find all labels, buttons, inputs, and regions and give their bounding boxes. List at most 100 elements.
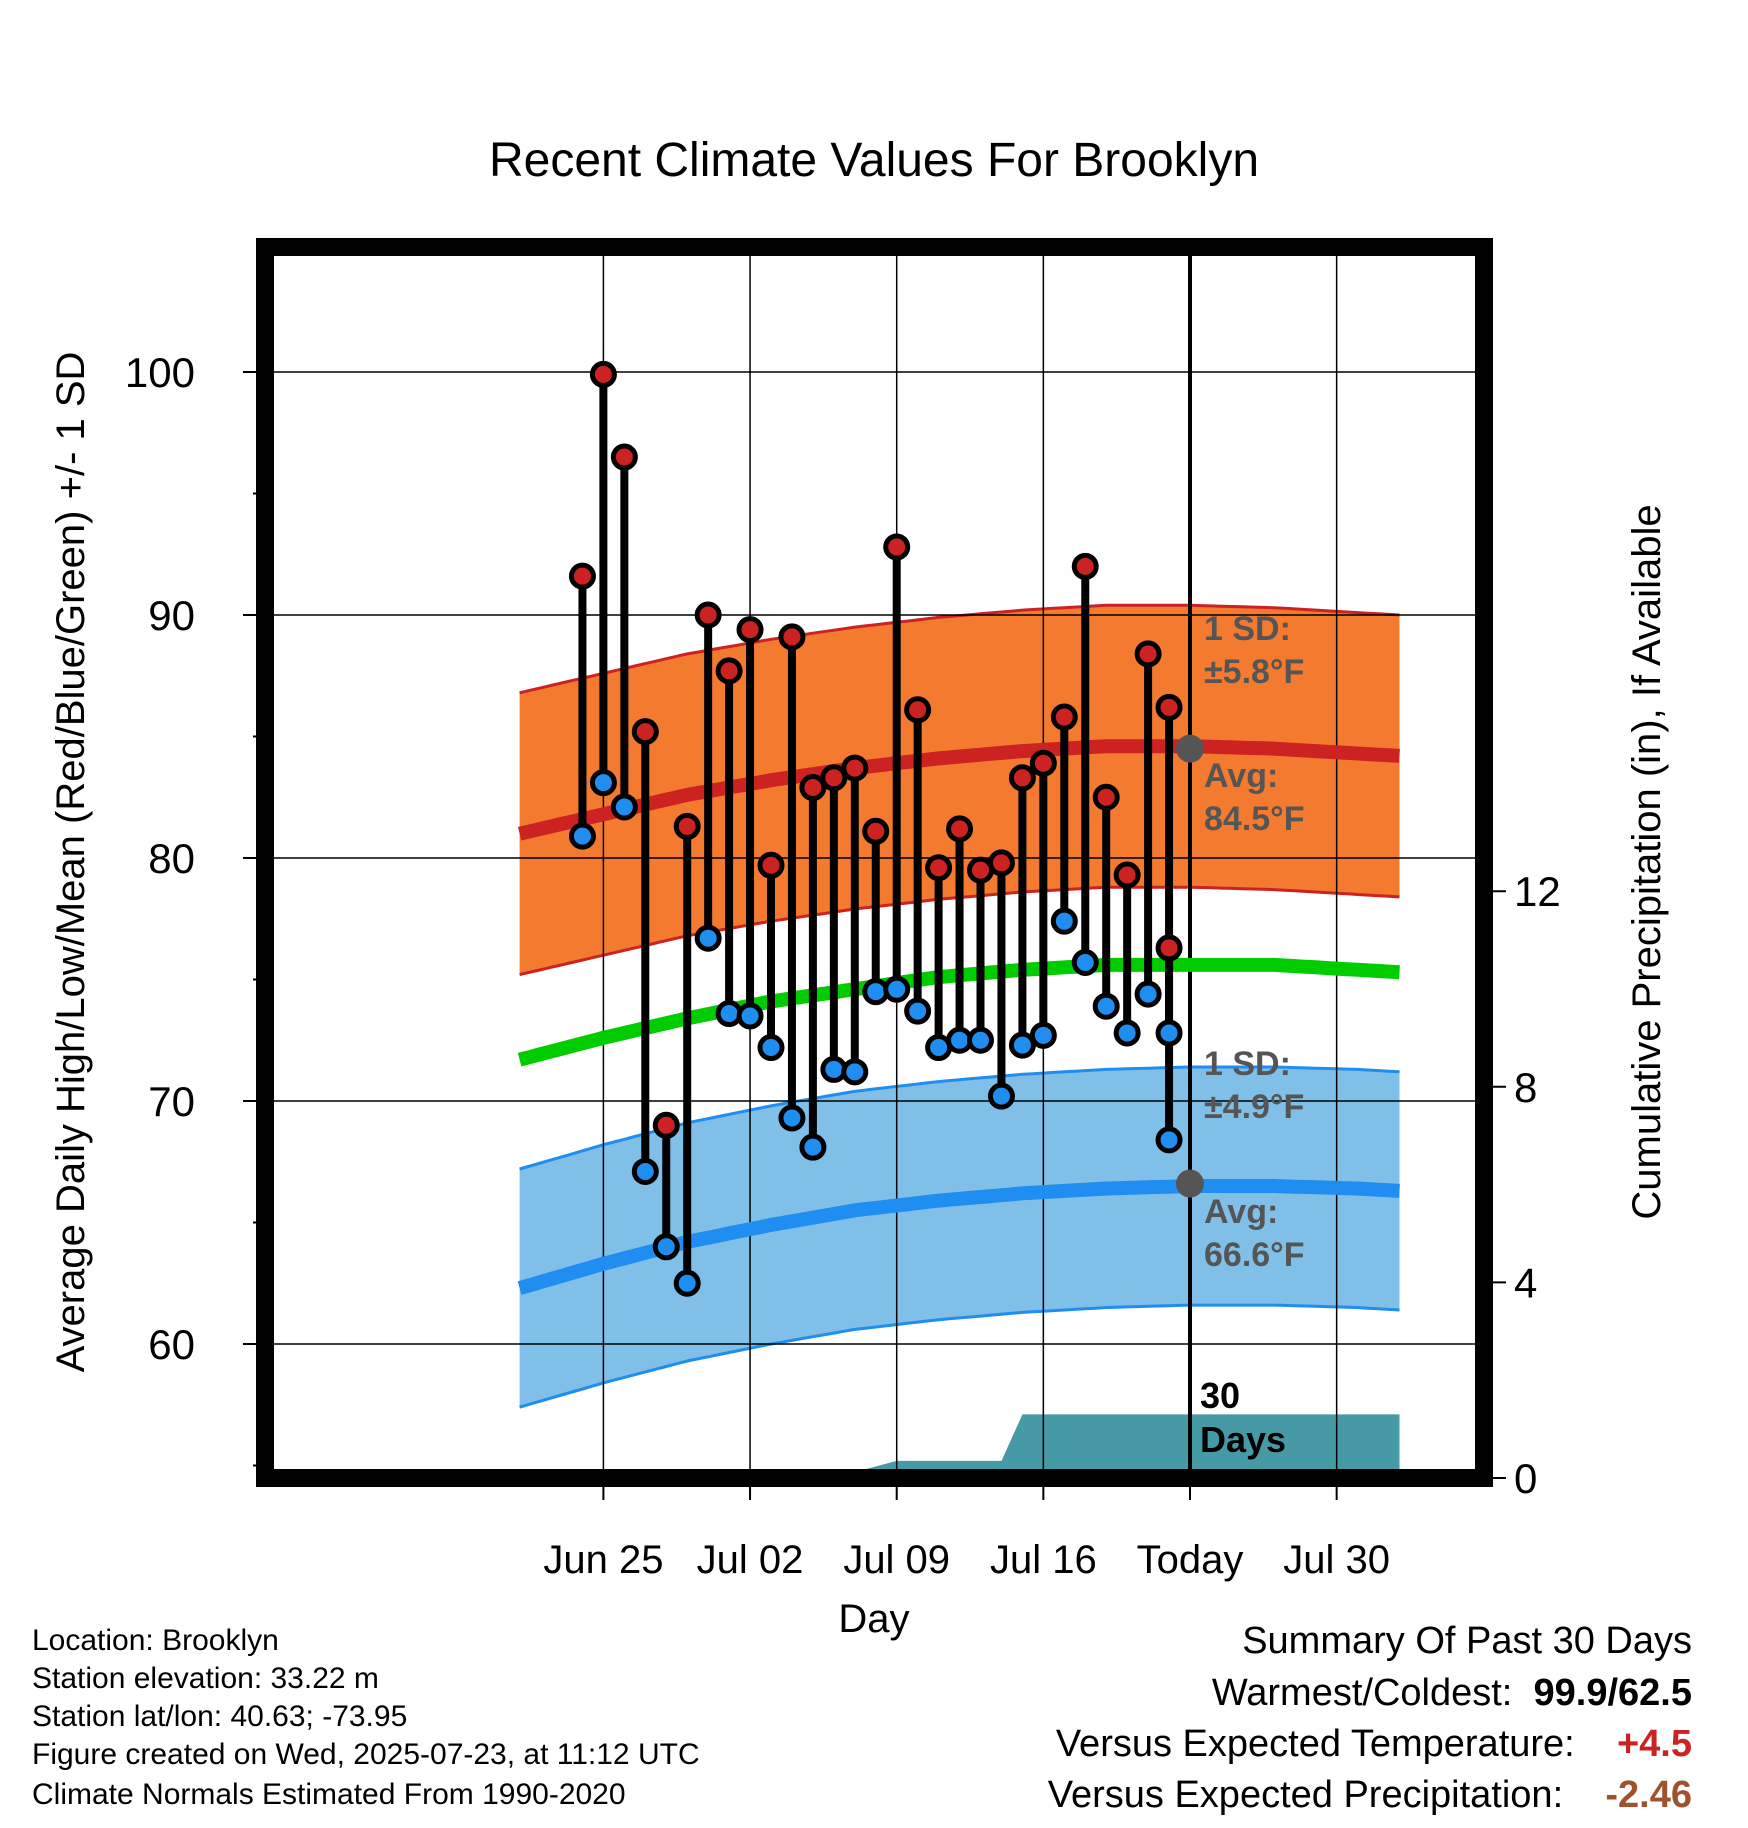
daily-low-point: [1050, 907, 1078, 935]
high-avg-label: Avg:: [1204, 757, 1278, 795]
climate-normals-note: Climate Normals Estimated From 1990-2020: [32, 1778, 626, 1811]
low-avg-value: 66.6°F: [1204, 1236, 1305, 1274]
daily-low-point: [987, 1082, 1015, 1110]
temp-value: +4.5: [1616, 1723, 1692, 1765]
high-avg-value: 84.5°F: [1204, 800, 1305, 838]
daily-high-point: [589, 360, 617, 388]
normal-high-line: [518, 739, 1400, 841]
today-high-avg-marker: [1176, 734, 1204, 763]
daily-high-point: [631, 718, 659, 746]
daily-high-point: [1029, 749, 1057, 777]
station-latlon: Station lat/lon: 40.63; -73.95: [32, 1700, 408, 1733]
daily-high-point: [694, 601, 722, 629]
y2-tick-label: 0: [1514, 1455, 1537, 1502]
daily-low-point: [610, 793, 638, 821]
low-sd-label: 1 SD:: [1204, 1045, 1291, 1083]
daily-high-point: [841, 754, 869, 782]
y-tick-label: 90: [148, 592, 195, 639]
daily-low-point: [1008, 1031, 1036, 1059]
daily-low-point: [967, 1026, 994, 1054]
daily-high-point: [652, 1111, 680, 1139]
daily-low-point: [1134, 980, 1162, 1008]
daily-high-point: [1008, 764, 1036, 792]
daily-high-point: [987, 849, 1015, 877]
temp-label: Versus Expected Temperature:: [1055, 1723, 1575, 1765]
daily-high-point: [673, 812, 701, 840]
y-tick-label: 80: [148, 835, 195, 882]
y2-tick-label: 12: [1514, 868, 1561, 915]
x-tick-label: Jul 16: [990, 1538, 1097, 1582]
precip-days-number: 30: [1200, 1375, 1240, 1416]
daily-low-point: [883, 975, 911, 1003]
daily-low-point: [841, 1058, 869, 1086]
daily-high-point: [1113, 861, 1141, 889]
x-tick-label: Jun 25: [543, 1538, 663, 1582]
daily-high-point: [862, 817, 890, 845]
summary-precipitation: Versus Expected Precipitation: -2.46: [1048, 1770, 1692, 1821]
daily-high-point: [610, 443, 638, 471]
x-tick-label: Jul 09: [843, 1538, 950, 1582]
daily-high-point: [1155, 934, 1183, 962]
daily-low-point: [736, 1002, 764, 1030]
daily-high-point: [1071, 552, 1099, 580]
daily-high-point: [1050, 703, 1078, 731]
daily-low-point: [589, 769, 617, 797]
summary-temperature: Versus Expected Temperature: +4.5: [1056, 1719, 1692, 1770]
daily-high-point: [904, 696, 932, 724]
daily-high-point: [946, 815, 974, 843]
x-tick-label: Today: [1137, 1538, 1244, 1582]
daily-low-point: [1092, 992, 1120, 1020]
figure-created: Figure created on Wed, 2025-07-23, at 11…: [32, 1738, 700, 1771]
y-tick-label: 60: [148, 1321, 195, 1368]
daily-high-point: [1134, 640, 1162, 668]
daily-high-point: [1155, 693, 1183, 721]
daily-low-point: [631, 1157, 659, 1185]
daily-stems: [578, 374, 1174, 1284]
precip-value: -2.46: [1605, 1774, 1692, 1816]
y2-axis-label: Cumulative Precipitation (in), If Availa…: [1625, 504, 1669, 1219]
chart-title: Recent Climate Values For Brooklyn: [489, 134, 1259, 187]
precip-days-word: Days: [1200, 1419, 1286, 1460]
slash-separator: /: [1607, 1672, 1619, 1714]
coldest-value: 62.5: [1618, 1672, 1692, 1714]
daily-high-point: [568, 562, 596, 590]
daily-low-point: [1113, 1019, 1141, 1047]
daily-high-point: [883, 533, 911, 561]
x-tick-label: Jul 30: [1283, 1538, 1390, 1582]
y2-tick-label: 4: [1514, 1259, 1537, 1306]
high-sd-label: 1 SD:: [1204, 610, 1291, 648]
y-tick-label: 100: [125, 349, 195, 396]
daily-high-point: [715, 657, 743, 685]
plot-frame: [256, 238, 1493, 1487]
daily-low-point: [757, 1034, 785, 1062]
high-band: [519, 605, 1400, 975]
y-tick-label: 70: [148, 1078, 195, 1125]
low-band-lower-edge: [519, 1303, 1400, 1409]
daily-high-point: [778, 623, 806, 651]
station-elevation: Station elevation: 33.22 m: [32, 1662, 379, 1695]
summary-heading: Summary Of Past 30 Days: [1242, 1620, 1692, 1662]
daily-low-point: [1155, 1126, 1183, 1154]
daily-low-point: [568, 822, 596, 850]
daily-low-point: [778, 1104, 806, 1132]
axes: 60 70 80 90 100 0 4 8 12 Jun 25 Jul 02 Jul 09 Jul 16…: [49, 134, 1669, 1641]
daily-low-point: [652, 1233, 680, 1261]
daily-low-point: [694, 924, 722, 952]
precip-label: Versus Expected Precipitation:: [1047, 1774, 1564, 1816]
daily-low-point: [1071, 948, 1099, 976]
low-sd-value: ±4.9°F: [1204, 1088, 1304, 1126]
daily-low-point: [904, 997, 932, 1025]
daily-high-point: [799, 774, 827, 802]
today-low-avg-marker: [1176, 1169, 1204, 1198]
daily-high-point: [1092, 783, 1120, 811]
daily-low-point: [799, 1133, 827, 1161]
daily-high-point: [925, 854, 953, 882]
daily-high-point: [736, 616, 764, 644]
x-axis-label: Day: [838, 1597, 909, 1641]
y-axis-label: Average Daily High/Low/Mean (Red/Blue/Gr…: [49, 352, 93, 1373]
high-sd-value: ±5.8°F: [1204, 653, 1304, 691]
daily-dots: [568, 360, 1183, 1297]
daily-high-point: [820, 764, 848, 792]
summary-warmest-coldest: Warmest/Coldest: 99.9/62.5: [1212, 1668, 1692, 1719]
